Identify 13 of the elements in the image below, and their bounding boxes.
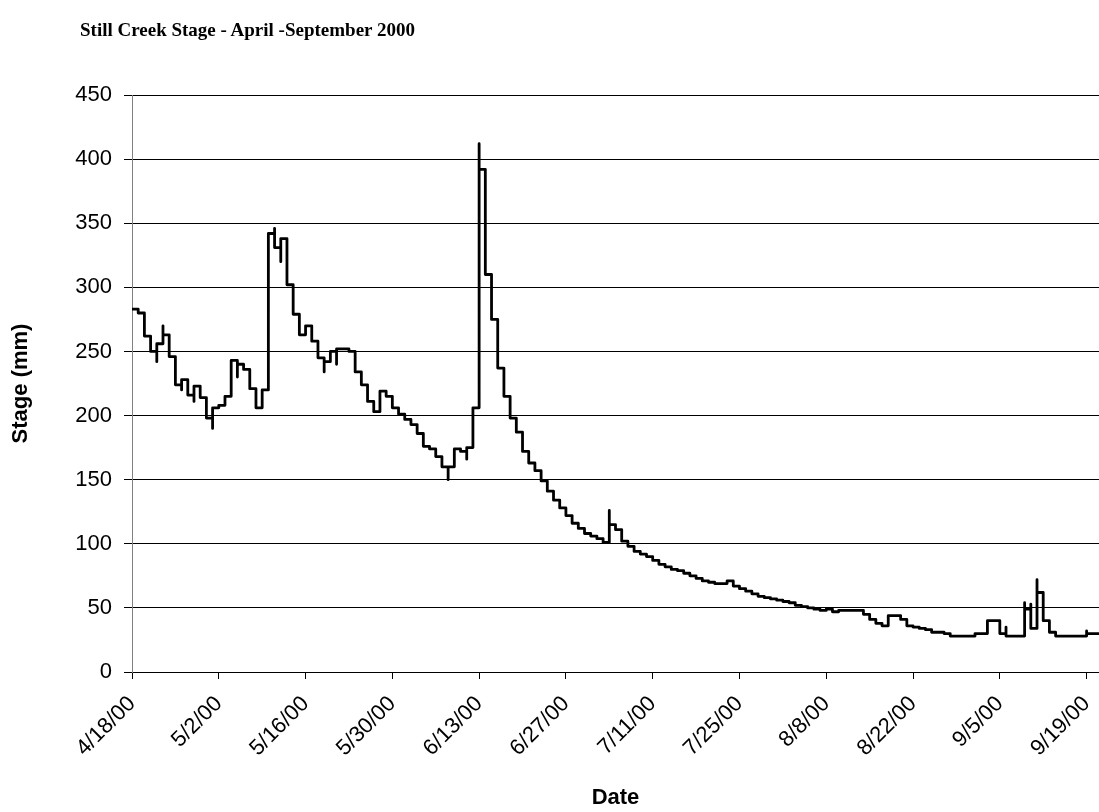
- y-tick-label: 250: [75, 337, 112, 363]
- y-tick-label: 50: [87, 593, 112, 619]
- x-axis-title: Date: [591, 783, 640, 809]
- y-tick-label: 100: [75, 529, 112, 555]
- y-tick-label: 150: [75, 465, 112, 491]
- y-axis-title: Stage (mm): [7, 323, 33, 444]
- y-tick-label: 300: [75, 273, 112, 299]
- y-tick-label: 200: [75, 401, 112, 427]
- y-tick-label: 450: [75, 81, 112, 107]
- y-tick-label: 0: [99, 658, 112, 684]
- y-tick-label: 350: [75, 209, 112, 235]
- chart-title: Still Creek Stage - April -September 2000: [80, 19, 415, 41]
- y-tick-label: 400: [75, 145, 112, 171]
